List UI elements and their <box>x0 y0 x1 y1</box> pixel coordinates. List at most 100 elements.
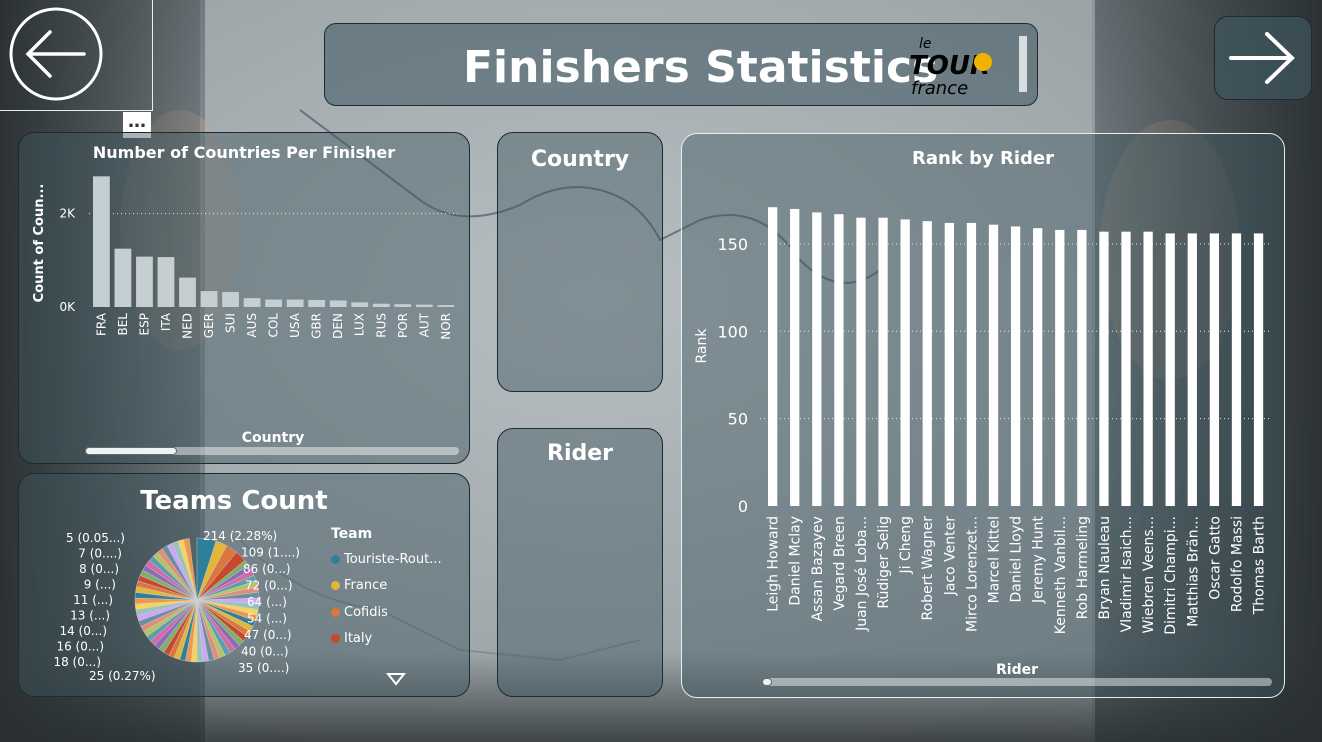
bar[interactable] <box>856 217 866 506</box>
x-tick-label: FRA <box>94 312 108 336</box>
legend-swatch <box>331 554 340 564</box>
countries-chart-title: Number of Countries Per Finisher <box>92 143 396 162</box>
legend-item[interactable]: Italy <box>331 626 469 653</box>
rank-chart-title: Rank by Rider <box>912 148 1054 169</box>
logo-text-label: le TOUR de FRANCE <box>325 24 326 25</box>
bar[interactable] <box>1253 233 1264 506</box>
bar[interactable] <box>114 248 132 307</box>
bar[interactable] <box>372 303 390 307</box>
x-tick-label: DEN <box>331 313 345 339</box>
x-tick-label: ESP <box>137 313 151 335</box>
bar[interactable] <box>157 257 175 307</box>
legend-swatch <box>331 581 340 591</box>
x-tick-label: Daniel Mclay <box>788 516 804 606</box>
bar[interactable] <box>1165 233 1175 506</box>
bar[interactable] <box>1121 231 1131 506</box>
x-tick-label: Jeremy Hunt <box>1031 516 1047 604</box>
bar[interactable] <box>834 214 844 506</box>
rank-bar-chart[interactable]: 0 50 100 150 Leigh Howard Daniel Mclay Assan B… <box>682 134 1284 697</box>
country-slicer[interactable]: Country <box>497 132 663 392</box>
countries-scrollbar-thumb[interactable] <box>85 447 177 455</box>
y-axis-title: Count of Coun... <box>32 184 47 303</box>
bar[interactable] <box>136 256 153 307</box>
x-tick-label: NOR <box>439 313 453 340</box>
bar[interactable] <box>93 176 110 307</box>
teams-pie-chart[interactable]: 5 (0.05...) 7 (0....)8 (0...) 9 (...)11 (.… <box>19 474 469 696</box>
x-tick-label: Ji Cheng <box>898 516 914 575</box>
bar[interactable] <box>768 207 778 506</box>
x-tick-label: Rüdiger Selig <box>876 516 892 609</box>
bar[interactable] <box>790 208 800 506</box>
countries-scrollbar[interactable] <box>85 447 459 455</box>
x-tick-label: Mirco Lorenzet... <box>964 516 980 632</box>
pie-data-label: 64 (...) <box>247 595 287 609</box>
x-tick-label: Leigh Howard <box>766 516 782 612</box>
bar[interactable] <box>1077 229 1087 507</box>
bar[interactable] <box>394 304 412 307</box>
pie-data-label: 214 (2.28%) <box>203 529 277 543</box>
legend-item[interactable]: France <box>331 573 469 600</box>
bar[interactable] <box>329 300 347 307</box>
country-slicer-title: Country <box>530 147 630 172</box>
bar[interactable] <box>922 221 932 506</box>
x-tick-label: Juan José Loba... <box>854 516 870 632</box>
bar[interactable] <box>437 305 455 307</box>
bar[interactable] <box>1010 226 1021 506</box>
x-tick-label: Daniel Lloyd <box>1009 516 1025 603</box>
rank-scrollbar-thumb[interactable] <box>762 678 772 686</box>
bar[interactable] <box>351 302 369 307</box>
y-tick-label: 0 <box>738 497 748 516</box>
bar[interactable] <box>1033 228 1043 506</box>
bar[interactable] <box>1209 233 1220 506</box>
bar[interactable] <box>1099 231 1109 506</box>
bar[interactable] <box>1187 233 1197 506</box>
bar[interactable] <box>900 219 910 506</box>
x-tick-label: Dimitri Champi... <box>1163 516 1179 635</box>
back-button[interactable] <box>0 0 153 111</box>
bar[interactable] <box>243 298 261 307</box>
x-tick-label: Assan Bazayev <box>810 516 826 621</box>
pie-data-label: 14 (0...) <box>59 624 107 638</box>
x-axis-title: Rider <box>996 662 1038 678</box>
bar[interactable] <box>286 299 304 307</box>
bar[interactable] <box>200 291 218 307</box>
pie-slice[interactable] <box>183 538 198 601</box>
x-axis-title: Country <box>242 430 305 446</box>
back-arrow-icon <box>9 7 103 101</box>
header-banner: Finishers Statistics le TOUR france le T… <box>324 23 1038 106</box>
bar[interactable] <box>1055 229 1065 507</box>
page-title: Finishers Statistics <box>463 42 939 93</box>
rider-slicer[interactable]: Rider <box>497 428 663 697</box>
pie-data-label: 35 (0....) <box>238 661 289 675</box>
bar[interactable] <box>944 222 954 506</box>
bar[interactable] <box>1231 233 1242 506</box>
bar[interactable] <box>265 299 283 307</box>
caret-down-icon[interactable] <box>386 672 406 686</box>
legend-label: France <box>344 578 388 594</box>
bar[interactable] <box>308 300 326 307</box>
pie-data-label: 25 (0.27%) <box>89 669 156 683</box>
x-tick-label: Vladimir Isaich... <box>1119 516 1135 632</box>
legend-swatch <box>331 634 340 644</box>
x-tick-label: AUS <box>245 313 259 338</box>
countries-bar-chart[interactable]: 0K 2K FRA BEL ESP ITA NED GER SUI AUS COL USA GBR DEN… <box>19 133 469 463</box>
pie-data-label: 13 (...) <box>70 609 110 623</box>
bar[interactable] <box>179 277 196 307</box>
pie-data-label: 54 (...) <box>247 612 287 626</box>
bar[interactable] <box>988 224 999 506</box>
forward-button[interactable] <box>1214 16 1312 100</box>
pie-data-label: 109 (1....) <box>241 546 300 560</box>
bar[interactable] <box>966 222 977 506</box>
bar[interactable] <box>878 217 888 506</box>
more-options-button[interactable]: … <box>123 112 151 138</box>
legend-item[interactable]: Cofidis <box>331 599 469 626</box>
bar[interactable] <box>812 212 822 506</box>
x-tick-label: ITA <box>159 312 173 331</box>
bar[interactable] <box>222 292 239 307</box>
x-tick-label: Bryan Nauleau <box>1097 516 1113 619</box>
y-axis-title: Rank <box>694 328 710 364</box>
bar[interactable] <box>415 304 433 307</box>
rank-scrollbar[interactable] <box>762 678 1272 686</box>
legend-item[interactable]: Touriste-Rout... <box>331 546 469 573</box>
bar[interactable] <box>1143 231 1153 506</box>
